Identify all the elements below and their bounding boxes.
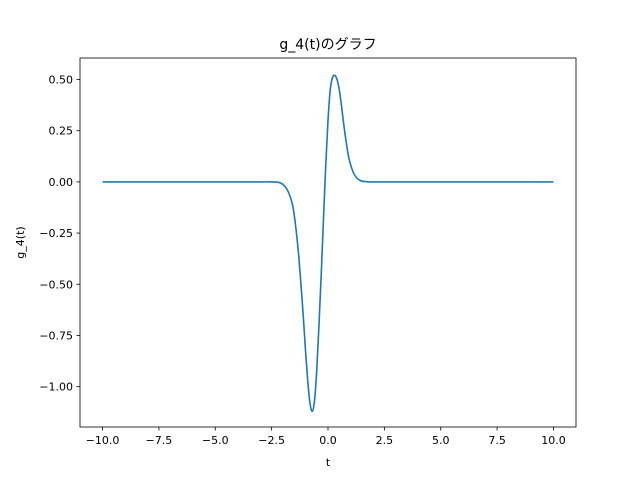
y-tick-label: −0.50 bbox=[39, 278, 73, 291]
x-tick-label: −2.5 bbox=[258, 434, 285, 447]
y-axis: 0.50 0.25 0.00 −0.25 −0.50 −0.75 −1.00 bbox=[39, 74, 80, 394]
y-tick-label: −0.75 bbox=[39, 329, 73, 342]
x-tick-label: −5.0 bbox=[202, 434, 229, 447]
x-axis-label: t bbox=[326, 456, 331, 469]
y-tick-label: −0.25 bbox=[39, 227, 73, 240]
series-line bbox=[102, 74, 554, 413]
y-axis-label: g_4(t) bbox=[14, 226, 27, 258]
x-tick-label: −10.0 bbox=[86, 434, 120, 447]
y-tick-label: 0.50 bbox=[49, 74, 74, 87]
y-tick-label: −1.00 bbox=[39, 381, 73, 394]
x-tick-label: −7.5 bbox=[146, 434, 173, 447]
x-tick-label: 10.0 bbox=[541, 434, 566, 447]
x-tick-label: 2.5 bbox=[376, 434, 394, 447]
y-tick-label: 0.25 bbox=[49, 125, 74, 138]
chart-title: g_4(t)のグラフ bbox=[279, 37, 376, 53]
x-axis: −10.0 −7.5 −5.0 −2.5 0.0 2.5 5.0 7.5 10.0 bbox=[86, 427, 566, 447]
x-tick-label: 7.5 bbox=[488, 434, 506, 447]
x-tick-label: 0.0 bbox=[319, 434, 337, 447]
x-tick-label: 5.0 bbox=[432, 434, 450, 447]
y-tick-label: 0.00 bbox=[49, 176, 74, 189]
